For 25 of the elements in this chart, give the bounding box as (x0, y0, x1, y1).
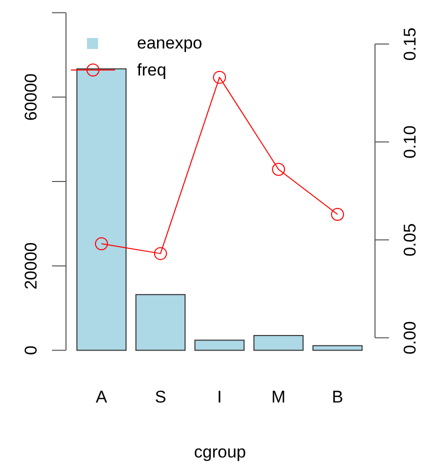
x-axis-title: cgroup (194, 442, 246, 462)
bar (135, 294, 186, 351)
y2-tick-label: 0.05 (400, 223, 420, 256)
point (272, 162, 286, 176)
bar (76, 68, 127, 351)
x-tick-label: A (96, 388, 108, 406)
x-tick-label: I (217, 388, 222, 406)
x-tick-label: S (154, 388, 166, 406)
bar (194, 340, 245, 351)
y-tick-label: 20000 (22, 242, 40, 290)
point (94, 237, 108, 250)
y2-tick-label: 0.00 (400, 321, 420, 354)
y2-tick-label: 0.15 (400, 27, 420, 61)
legend-label: eanexpo (137, 34, 202, 52)
bar (253, 335, 304, 351)
point (154, 247, 167, 260)
point (331, 208, 344, 221)
x-tick-label: B (332, 388, 344, 406)
legend-label: freq (137, 60, 166, 80)
y2-tick-label: 0.10 (400, 125, 420, 158)
y-tick-label: 60000 (22, 73, 40, 121)
x-tick-label: M (271, 388, 286, 406)
y-tick-label: 0 (22, 346, 40, 356)
point (213, 70, 226, 84)
bar (312, 345, 363, 351)
